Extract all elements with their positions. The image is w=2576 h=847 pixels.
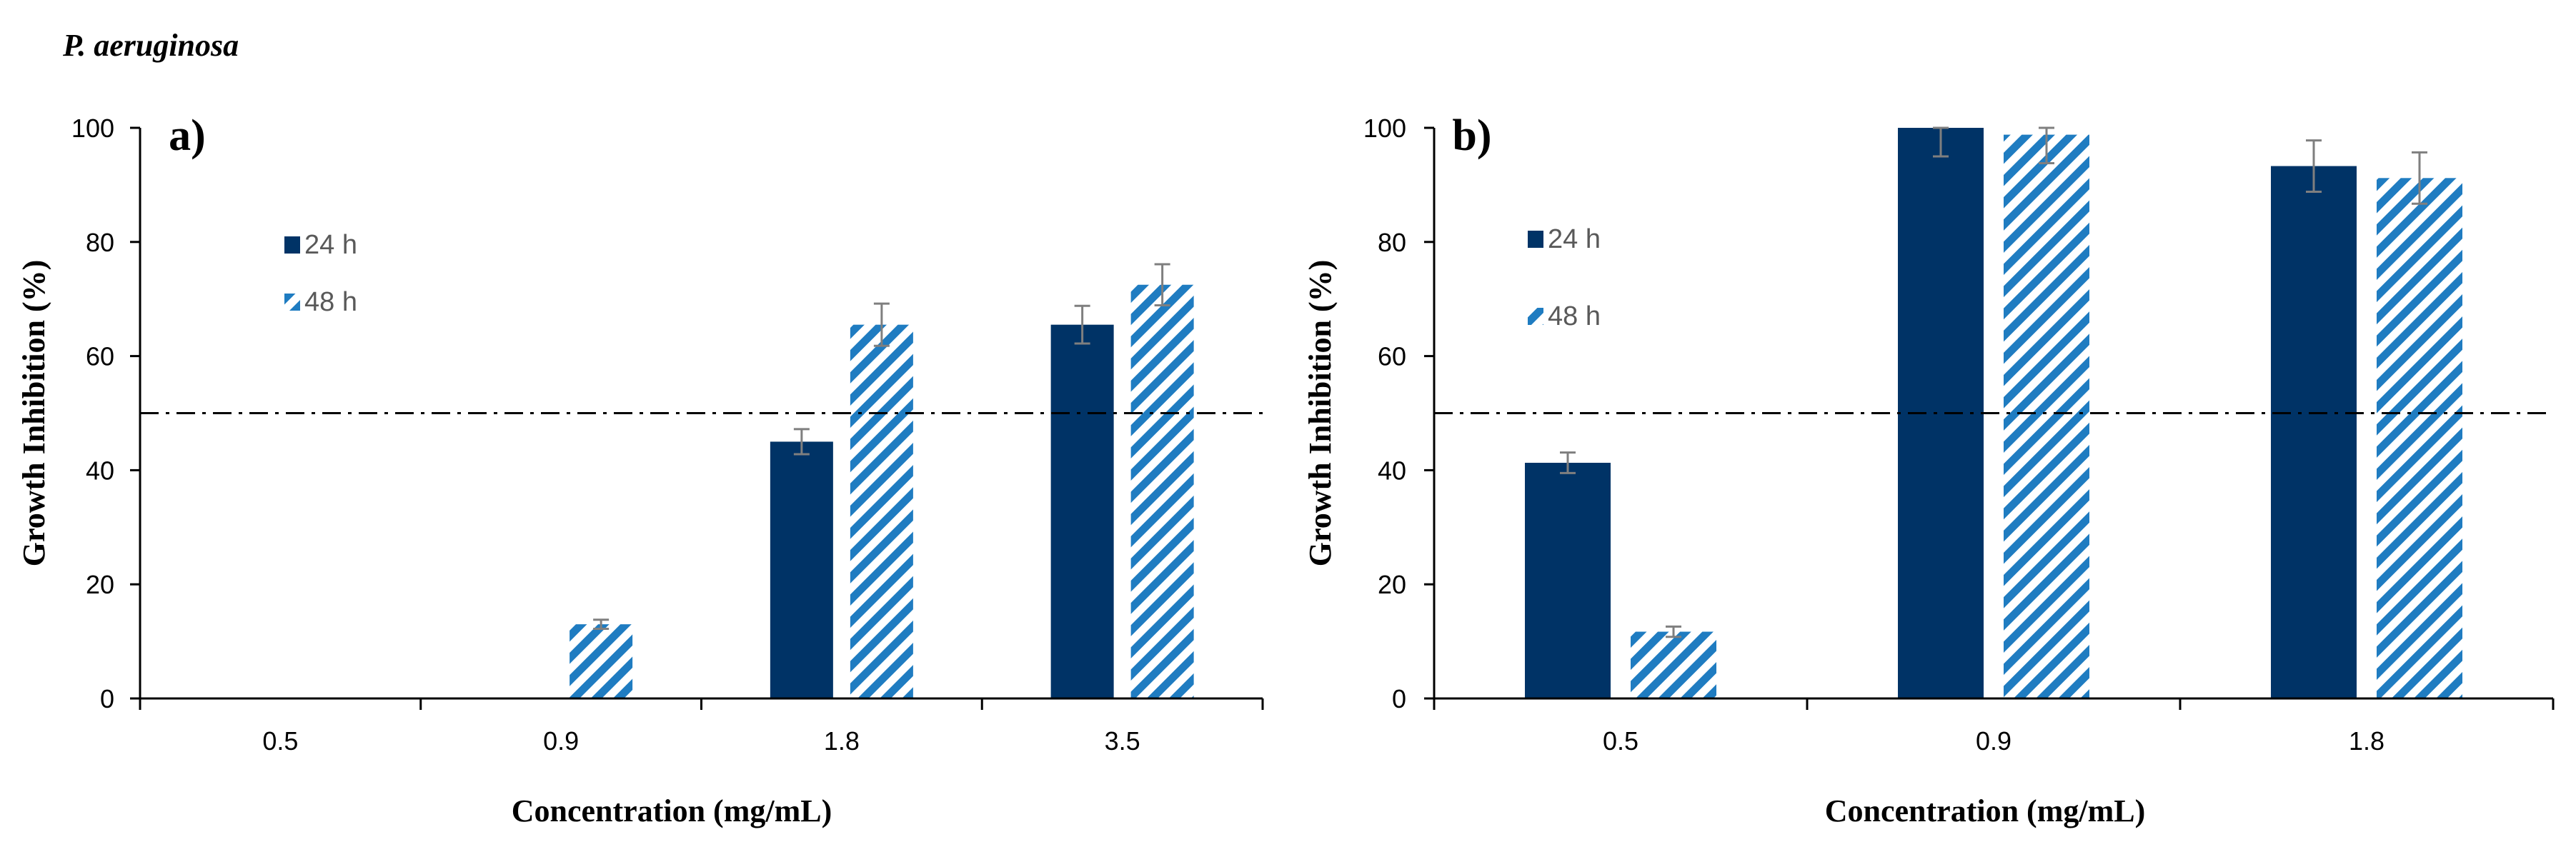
x-axis-title: Concentration (mg/mL) xyxy=(512,793,832,828)
y-tick-label: 100 xyxy=(1363,114,1406,143)
y-tick-label: 100 xyxy=(71,114,114,143)
x-tick-label: 0.9 xyxy=(1976,726,2011,756)
bar xyxy=(570,624,633,698)
y-axis-title: Growth Inhibition (%) xyxy=(1303,260,1338,567)
y-tick-label: 80 xyxy=(1378,228,1406,257)
legend-swatch xyxy=(1528,231,1543,248)
y-tick-label: 0 xyxy=(100,684,114,713)
y-tick-label: 40 xyxy=(86,456,114,485)
y-tick-label: 40 xyxy=(1378,456,1406,485)
bar xyxy=(1130,284,1194,699)
legend-label: 24 h xyxy=(304,230,357,260)
bar xyxy=(770,441,833,698)
x-tick-label: 0.9 xyxy=(543,726,579,756)
x-tick-label: 0.5 xyxy=(1603,726,1638,756)
x-tick-label: 1.8 xyxy=(824,726,860,756)
y-tick-label: 20 xyxy=(86,570,114,599)
y-tick-label: 0 xyxy=(1392,684,1406,713)
legend-swatch xyxy=(284,294,300,311)
legend-label: 48 h xyxy=(304,287,357,317)
legend-label: 24 h xyxy=(1548,224,1601,254)
panel-label: b) xyxy=(1452,111,1491,160)
panel-a: 0 20 40 60 80 100 0.5 0.9 1.8 3.5 Concentration (m… xyxy=(16,111,1264,828)
y-tick-label: 60 xyxy=(86,342,114,371)
legend-swatch xyxy=(284,236,300,254)
bar xyxy=(2377,178,2462,698)
bar xyxy=(1631,631,1716,698)
bar xyxy=(2004,134,2089,698)
x-tick-label: 3.5 xyxy=(1105,726,1140,756)
y-tick-label: 20 xyxy=(1378,570,1406,599)
panel-b: 0 20 40 60 80 100 0.5 0.9 1.8 Concentration (mg/m… xyxy=(1303,111,2555,828)
x-tick-label: 0.5 xyxy=(262,726,298,756)
bar xyxy=(1525,463,1611,698)
legend-label: 48 h xyxy=(1548,301,1601,331)
organism-title: P. aeruginosa xyxy=(62,28,239,63)
panel-label: a) xyxy=(169,111,206,160)
bar xyxy=(2271,166,2357,698)
x-tick-label: 1.8 xyxy=(2349,726,2384,756)
y-axis-title: Growth Inhibition (%) xyxy=(16,260,51,567)
y-tick-label: 80 xyxy=(86,228,114,257)
bar xyxy=(850,324,913,698)
bar xyxy=(1050,324,1114,698)
y-tick-label: 60 xyxy=(1378,342,1406,371)
x-axis-title: Concentration (mg/mL) xyxy=(1825,793,2146,828)
legend-swatch xyxy=(1528,308,1543,325)
